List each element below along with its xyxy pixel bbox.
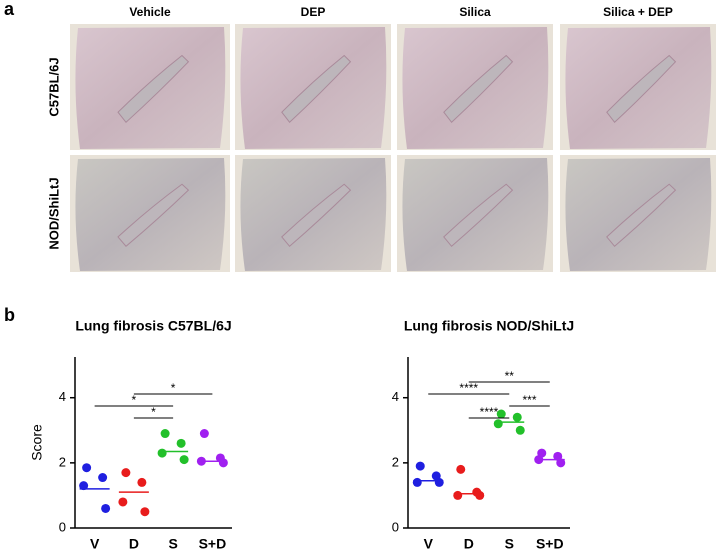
dot [79, 481, 89, 491]
significance-label: *** [522, 393, 536, 407]
airway [606, 183, 677, 247]
x-tick-label: S [168, 536, 177, 550]
row-label: C57BL/6J [46, 57, 61, 116]
dot [98, 473, 108, 483]
dot [121, 468, 131, 478]
x-tick-label: S+D [199, 536, 227, 550]
dot [412, 477, 422, 487]
chart-title: Lung fibrosis NOD/ShiLtJ [404, 318, 574, 334]
panel-label: b [4, 305, 15, 325]
dot [218, 458, 228, 468]
dot [515, 425, 525, 435]
significance-label: **** [459, 381, 478, 395]
airway [117, 183, 190, 247]
x-tick-label: S [505, 536, 514, 550]
y-tick-label: 0 [392, 519, 399, 534]
dot [82, 463, 92, 473]
significance-label: * [151, 405, 156, 419]
x-tick-label: S+D [536, 536, 564, 550]
column-header: DEP [301, 5, 326, 19]
dot [456, 464, 466, 474]
significance-label: * [171, 381, 176, 395]
dot [556, 458, 566, 468]
airway [443, 183, 514, 247]
dot [118, 497, 128, 507]
y-tick-label: 4 [59, 389, 66, 404]
dot [157, 448, 167, 458]
column-header: Silica [459, 5, 491, 19]
airway [443, 54, 514, 124]
airway [281, 183, 352, 247]
y-tick-label: 4 [392, 389, 399, 404]
y-axis-label: Score [29, 424, 45, 461]
x-tick-label: D [464, 536, 474, 550]
significance-label: ** [505, 369, 515, 383]
column-header: Silica + DEP [603, 5, 673, 19]
airway [281, 54, 352, 124]
dot [137, 477, 147, 487]
dot [199, 429, 209, 439]
x-tick-label: V [90, 536, 100, 550]
dot [179, 455, 189, 465]
y-tick-label: 0 [59, 519, 66, 534]
y-tick-label: 2 [392, 454, 399, 469]
dot [140, 507, 150, 517]
dot [493, 419, 503, 429]
airway [606, 54, 677, 124]
dot [496, 409, 506, 419]
significance-label: * [132, 393, 137, 407]
airway [117, 54, 190, 124]
column-header: Vehicle [129, 5, 171, 19]
histology-grid [70, 24, 716, 272]
dot [434, 477, 444, 487]
dot [453, 490, 463, 500]
significance-label: **** [480, 405, 499, 419]
dot [475, 490, 485, 500]
x-tick-label: V [424, 536, 434, 550]
panel-label: a [4, 0, 15, 19]
dot [512, 412, 522, 422]
dot [101, 503, 111, 513]
dot [160, 429, 170, 439]
y-tick-label: 2 [59, 454, 66, 469]
chart-title: Lung fibrosis C57BL/6J [75, 318, 231, 334]
dot [415, 461, 425, 471]
x-tick-label: D [129, 536, 139, 550]
row-label: NOD/ShiLtJ [46, 177, 61, 249]
dot [176, 438, 186, 448]
